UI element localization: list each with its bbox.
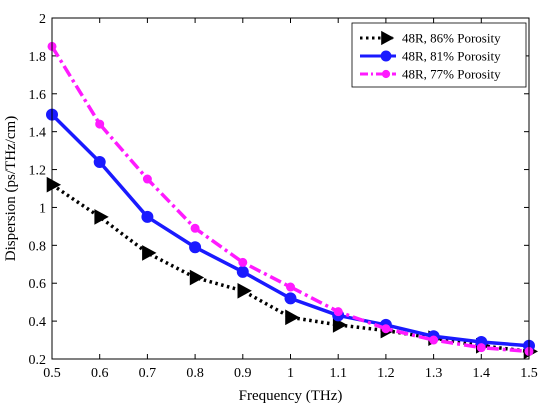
series-layer <box>46 41 539 360</box>
data-point-circle-small <box>333 307 343 317</box>
y-tick-label: 1.8 <box>29 50 47 65</box>
x-tick-label: 1.1 <box>329 366 347 381</box>
data-point-triangle <box>94 209 109 225</box>
x-tick-label: 1.3 <box>425 366 443 381</box>
data-point-triangle <box>46 176 62 193</box>
data-point-circle <box>189 241 202 254</box>
data-point-triangle <box>332 317 348 333</box>
data-point-triangle <box>142 245 157 261</box>
data-point-circle-small <box>95 119 105 129</box>
data-point-triangle <box>237 282 252 299</box>
plot-frame <box>51 17 530 360</box>
y-tick-label: 0.4 <box>29 315 47 330</box>
data-point-triangle <box>189 269 205 286</box>
x-tick-label: 1.2 <box>377 366 395 381</box>
x-tick-label: 1.4 <box>473 366 491 381</box>
legend-label: 48R, 77% Porosity <box>402 67 501 82</box>
series-line <box>51 183 530 354</box>
x-axis-label: Frequency (THz) <box>239 388 343 404</box>
x-tick-label: 0.9 <box>234 366 252 381</box>
data-point-circle-small <box>142 174 152 184</box>
y-tick-label: 1.6 <box>29 88 47 103</box>
legend-entry-3: 48R, 77% Porosity <box>360 67 501 82</box>
legend: 48R, 86% Porosity 48R, 81% Porosity 48R, 7… <box>351 22 527 88</box>
data-point-triangle <box>285 309 300 326</box>
data-point-circle-small <box>476 343 486 353</box>
y-tick-label: 0.6 <box>29 277 47 292</box>
legend-label: 48R, 86% Porosity <box>402 31 501 46</box>
data-point-circle <box>380 50 392 62</box>
data-point-circle <box>284 292 297 305</box>
data-point-triangle <box>381 30 395 46</box>
y-axis-label: Dispersion (ps/THz/cm) <box>3 116 19 261</box>
x-tick-label: 0.5 <box>43 366 61 381</box>
x-tick-label: 0.6 <box>91 366 109 381</box>
data-point-circle-small <box>381 69 391 79</box>
data-point-circle-small <box>381 324 391 334</box>
axis-ticks: 0.5 0.6 0.7 0.8 0.9 1 1.1 1.2 1.3 1.4 1.5 0.2 0.4 0.6… <box>29 12 538 381</box>
x-tick-label: 1.5 <box>520 366 538 381</box>
y-tick-label: 0.8 <box>29 239 47 254</box>
data-point-circle-small <box>429 335 439 345</box>
data-point-circle <box>141 210 154 223</box>
data-point-circle-small <box>238 257 248 267</box>
data-point-circle-small <box>286 282 295 292</box>
y-tick-label: 2 <box>39 12 46 27</box>
legend-label: 48R, 81% Porosity <box>402 49 501 64</box>
x-tick-label: 0.7 <box>139 366 157 381</box>
series-3 <box>47 41 534 356</box>
legend-entry-1: 48R, 86% Porosity <box>360 31 501 46</box>
data-point-circle <box>93 155 106 168</box>
x-tick-label: 0.8 <box>186 366 204 381</box>
y-tick-label: 1.4 <box>29 126 47 141</box>
y-tick-label: 1.2 <box>29 164 47 179</box>
y-tick-label: 1 <box>39 201 46 216</box>
y-tick-label: 0.2 <box>29 353 47 368</box>
x-tick-label: 1 <box>287 366 294 381</box>
data-point-circle-small <box>190 223 200 233</box>
series-line <box>50 45 530 354</box>
data-point-circle <box>236 265 249 278</box>
legend-entry-2: 48R, 81% Porosity <box>360 49 501 64</box>
